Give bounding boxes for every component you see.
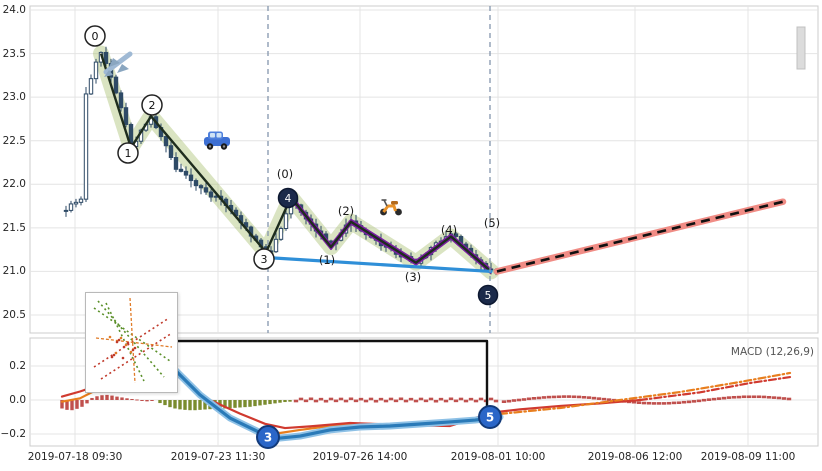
price-tick-label: 23.5: [2, 47, 26, 60]
svg-text:(0): (0): [277, 167, 293, 181]
svg-text:5: 5: [486, 410, 494, 424]
svg-text:(2): (2): [338, 204, 354, 218]
svg-text:(5): (5): [484, 216, 500, 230]
macd-indicator-label: MACD (12,26,9): [730, 346, 814, 358]
x-tick-label: 2019-07-23 11:30: [170, 451, 266, 463]
wave-markers: 0 1 2 3 4 5: [84, 25, 499, 306]
svg-text:(3): (3): [405, 270, 421, 284]
svg-text:(4): (4): [441, 223, 457, 237]
macd-tick-label: 0.0: [9, 394, 26, 406]
macd-markers: 35: [256, 405, 502, 450]
price-tick-label: 21.0: [2, 265, 26, 278]
svg-text:4: 4: [285, 193, 292, 205]
price-projection: [493, 198, 787, 275]
svg-text:2: 2: [149, 99, 156, 112]
sub-wave-line: [290, 194, 492, 275]
macd-tick-label: 0.2: [9, 360, 26, 372]
price-tick-label: 23.0: [2, 91, 26, 104]
x-tick-label: 2019-08-09 11:00: [700, 451, 796, 463]
svg-text:0: 0: [92, 30, 99, 43]
x-tick-label: 2019-08-06 12:00: [587, 451, 683, 463]
price-tick-label: 22.0: [2, 178, 26, 191]
x-tick-label: 2019-07-26 14:00: [312, 451, 408, 463]
svg-text:5: 5: [485, 290, 492, 302]
svg-text:1: 1: [125, 147, 132, 160]
macd-tick-label: −0.2: [0, 428, 27, 440]
support-line: [264, 255, 493, 274]
car-icon: [204, 131, 230, 150]
macd-lines: [60, 360, 792, 442]
inset-thumbnail: [85, 292, 178, 393]
connector-line: [174, 339, 489, 408]
inset-mini-chart: [93, 297, 173, 384]
x-tick-label: 2019-07-18 09:30: [27, 451, 123, 463]
price-tick-label: 21.5: [2, 221, 26, 234]
airplane-icon: [103, 51, 133, 77]
price-tick-label: 20.5: [2, 309, 26, 321]
price-tick-label: 24.0: [2, 4, 26, 16]
sub-wave-labels: (0) (1) (2) (3) (4) (5): [277, 167, 500, 284]
edge-artifact: [796, 26, 806, 70]
primary-wave-line: [99, 53, 492, 273]
svg-text:(1): (1): [319, 253, 335, 267]
vehicle-icons: [103, 51, 402, 216]
price-tick-label: 22.5: [2, 134, 26, 147]
gridlines: [30, 6, 818, 446]
vertical-marker-lines: [267, 6, 491, 333]
svg-text:3: 3: [264, 430, 272, 444]
svg-text:3: 3: [261, 253, 268, 266]
x-tick-label: 2019-08-01 10:00: [450, 451, 546, 463]
scooter-icon: [380, 199, 402, 216]
